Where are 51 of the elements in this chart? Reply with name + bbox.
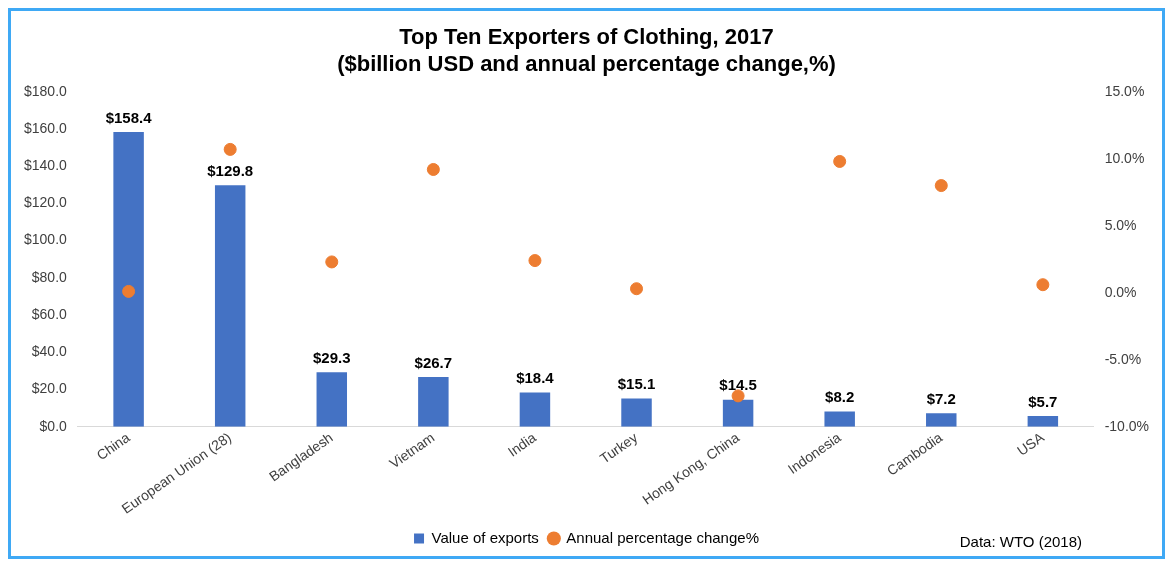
bar: [113, 131, 144, 427]
legend-label: Value of exports: [431, 528, 539, 546]
data-label: $129.8: [207, 161, 254, 179]
text: Data: WTO (2018): [959, 532, 1082, 550]
y2-tick-label: 0.0%: [1104, 283, 1137, 300]
point: [1036, 278, 1050, 292]
bar: [418, 377, 449, 427]
x-tick-label: India: [504, 428, 540, 460]
data-label: $8.2: [825, 388, 855, 406]
y2-tick-label: 10.0%: [1104, 149, 1145, 166]
y-tick-label: $100.0: [23, 231, 68, 248]
y-tick-label: $0.0: [39, 417, 68, 434]
bar: [519, 392, 551, 427]
y2-tick-label: 15.0%: [1104, 82, 1145, 99]
point: [630, 282, 644, 296]
data-label: $18.4: [516, 369, 555, 387]
y-tick-label: $160.0: [23, 119, 68, 136]
chart-title: Top Ten Exporters of Clothing, 2017 ($billion USD and annual percentage change,%): [337, 24, 836, 76]
data-label: $5.7: [1028, 392, 1058, 410]
data-label: $26.7: [414, 353, 453, 371]
y2-tick-label: 5.0%: [1104, 216, 1137, 233]
y-tick-label: $120.0: [23, 194, 68, 211]
point: [426, 162, 440, 176]
y2-tick-label: -5.0%: [1104, 350, 1142, 367]
data-label: $7.2: [926, 389, 956, 407]
point: [833, 154, 847, 168]
point: [934, 179, 948, 193]
data-label: $14.5: [719, 376, 757, 394]
y2-tick-label: -10.0%: [1104, 417, 1149, 434]
bar: [824, 411, 855, 427]
y-tick-label: $180.0: [23, 82, 68, 99]
y-tick-label: $80.0: [31, 268, 68, 285]
x-tick-label: USA: [1014, 428, 1048, 459]
legend-label: Annual percentage change%: [566, 528, 759, 546]
y-tick-label: $40.0: [31, 343, 68, 360]
y-tick-label: $140.0: [23, 157, 68, 174]
point: [325, 255, 339, 269]
point: [122, 284, 136, 298]
bar: [1027, 416, 1059, 427]
bar: [316, 372, 348, 427]
point: [223, 142, 237, 156]
y-tick-label: $20.0: [31, 380, 68, 397]
data-label: $158.4: [105, 108, 153, 126]
bar: [214, 185, 246, 427]
bar: [722, 399, 754, 427]
y-tick-label: $60.0: [31, 305, 68, 322]
bar: [621, 398, 652, 427]
bar: [926, 413, 957, 427]
data-label: $15.1: [617, 375, 656, 393]
point: [528, 254, 542, 268]
data-label: $29.3: [313, 348, 351, 366]
